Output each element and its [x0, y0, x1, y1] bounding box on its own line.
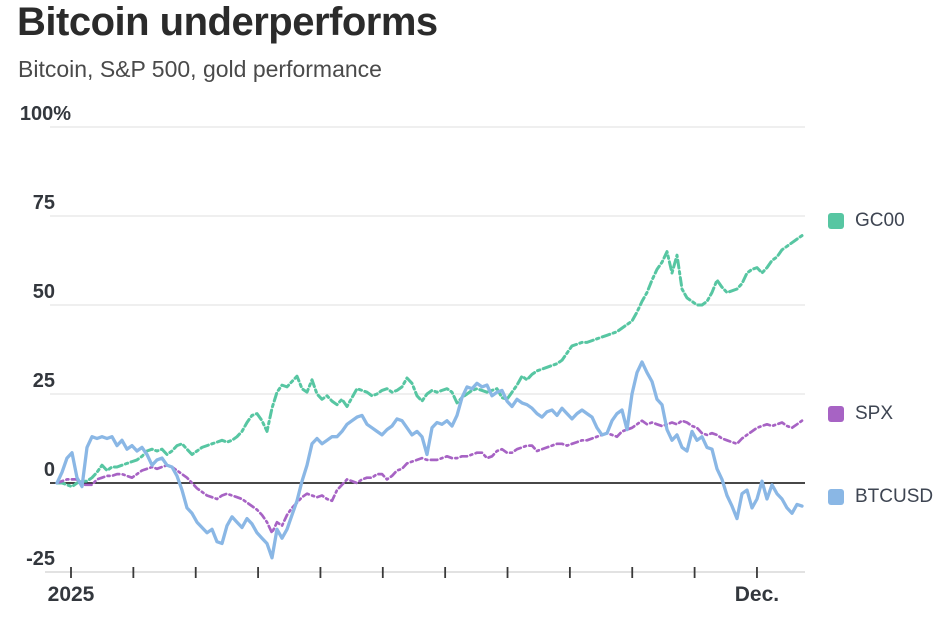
y-axis-label: 50	[33, 281, 55, 303]
legend-label: GC00	[855, 210, 905, 231]
y-axis-label: 75	[33, 192, 55, 214]
legend-item-gc00: GC00	[828, 210, 905, 232]
series-line-btcusd	[55, 360, 804, 560]
series-line-spx	[55, 419, 804, 535]
legend-swatch-btcusd	[828, 489, 844, 505]
legend-label: SPX	[855, 403, 894, 424]
legend-swatch-gc00	[828, 213, 844, 229]
legend-label: BTCUSD	[855, 486, 934, 507]
y-axis-label: 0	[44, 459, 55, 481]
legend-swatch-spx	[828, 406, 844, 422]
x-axis-label: Dec.	[735, 583, 779, 606]
x-axis-label: 2025	[48, 583, 95, 606]
series-line-gc00	[55, 234, 804, 489]
chart-title: Bitcoin underperforms	[17, 0, 438, 44]
legend-item-spx: SPX	[828, 403, 893, 425]
y-axis-label: 100%	[20, 103, 71, 125]
y-axis-label: -25	[26, 548, 55, 570]
y-axis-label: 25	[33, 370, 55, 392]
legend-item-btcusd: BTCUSD	[828, 486, 933, 508]
chart-subtitle: Bitcoin, S&P 500, gold performance	[18, 56, 382, 82]
